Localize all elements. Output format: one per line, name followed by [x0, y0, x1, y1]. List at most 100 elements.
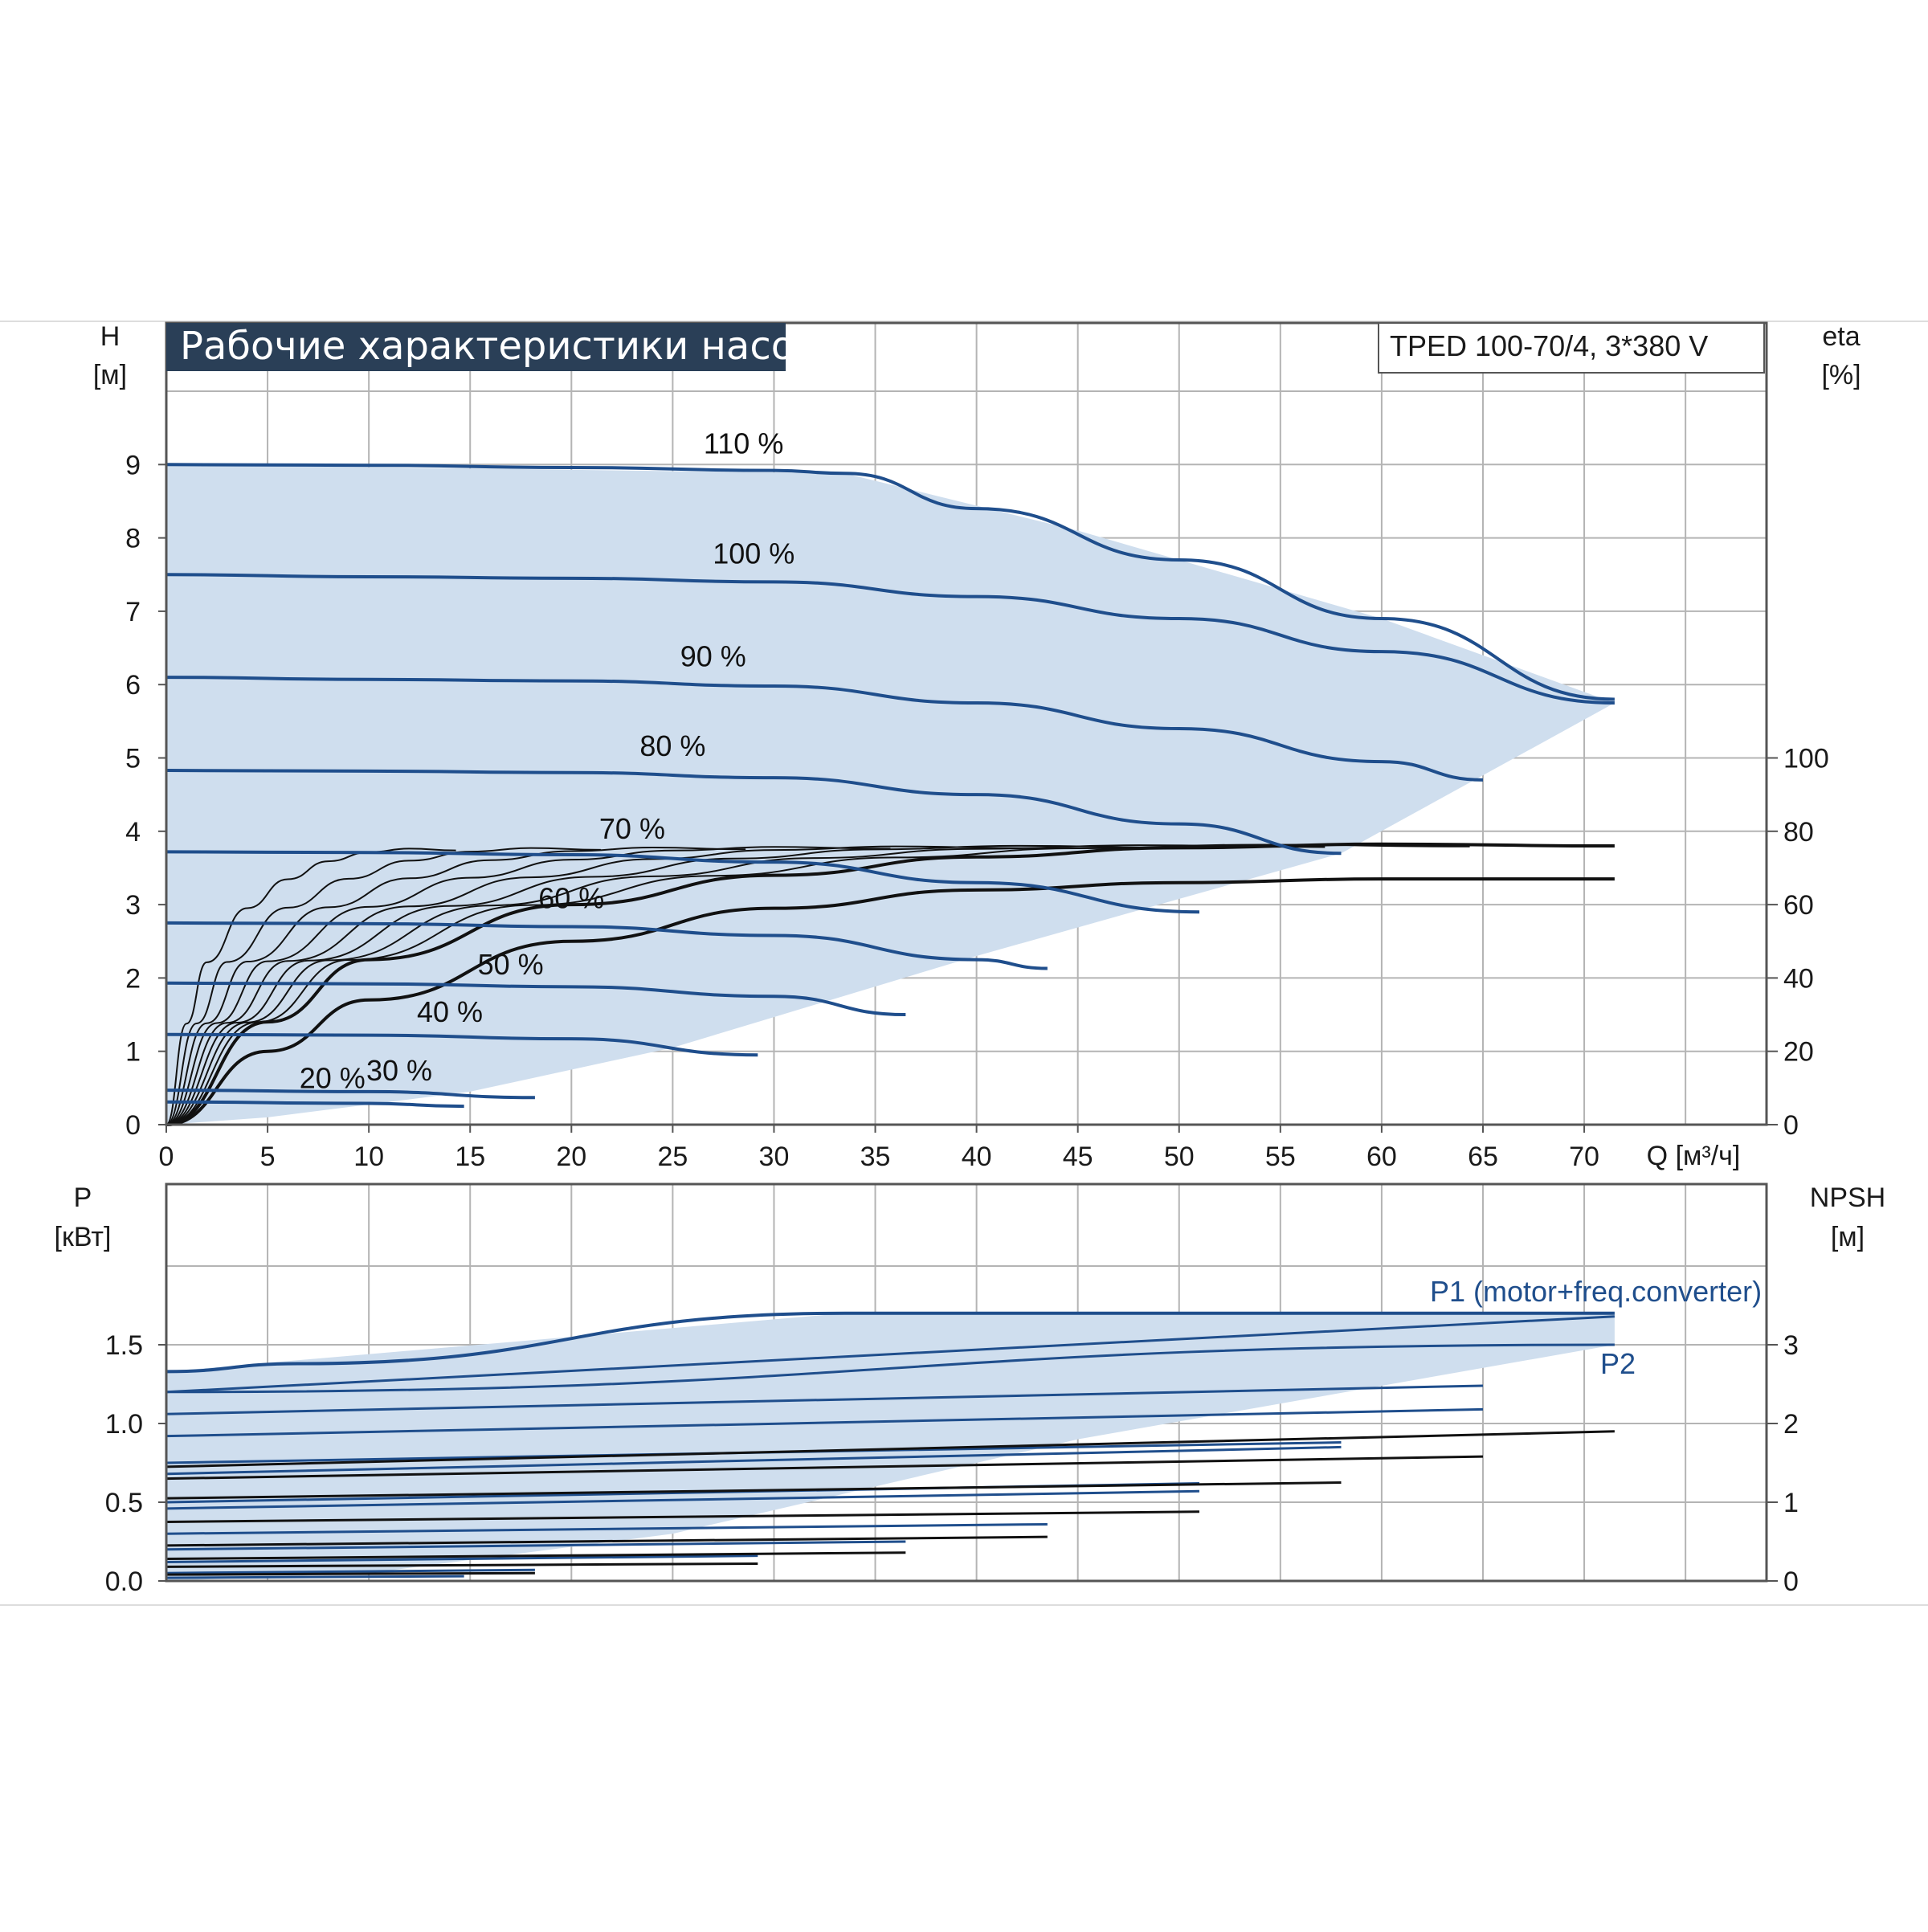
y2-axis-unit: [%]	[1821, 360, 1861, 390]
npsh-curve	[165, 1535, 1048, 1547]
head-curve-label: 40 %	[417, 995, 483, 1028]
power-curve	[165, 1315, 1615, 1394]
p1-curve	[165, 1311, 1615, 1374]
head-curve	[165, 1032, 758, 1057]
chart-title: Рабочие характеристики насоса	[180, 324, 839, 369]
x-axis-title: Q [м³/ч]	[1647, 1141, 1741, 1171]
efficiency-curve-reduced	[165, 845, 1035, 1125]
power-plot-frame	[165, 1182, 1768, 1583]
efficiency-curve-reduced	[165, 844, 1326, 1125]
head-plot: 110 %100 %90 %80 %70 %60 %50 %40 %30 %20…	[93, 321, 1861, 1172]
y2-tick-label: 80	[1783, 817, 1814, 848]
head-curve-label: 110 %	[704, 427, 783, 460]
p2-curve	[165, 1343, 1615, 1394]
npsh-curve	[165, 1481, 1342, 1500]
npsh-curve	[165, 1551, 906, 1561]
efficiency-curve-reduced	[165, 848, 456, 1125]
y-tick-label: 1	[125, 1037, 141, 1068]
efficiency-curve-reduced	[165, 843, 1470, 1125]
head-envelope-area	[166, 464, 1615, 1125]
model-box	[1378, 322, 1765, 374]
power-envelope-area	[166, 1313, 1615, 1581]
npsh-curve	[165, 1430, 1615, 1468]
y-tick-label: 8	[125, 524, 141, 554]
x-tick-label: 55	[1265, 1142, 1296, 1172]
x-tick-label: 40	[962, 1142, 992, 1172]
head-plot-frame	[165, 321, 1768, 1126]
head-envelope	[166, 464, 1615, 1125]
head-curve	[165, 850, 1199, 914]
power-curve	[165, 1575, 464, 1579]
npsh-tick-label: 3	[1783, 1330, 1799, 1361]
y2-tick-label: 100	[1783, 744, 1829, 774]
power-axis-title: P	[74, 1182, 92, 1213]
y-tick-label: 6	[125, 670, 141, 701]
y2-tick-label: 20	[1783, 1037, 1814, 1068]
x-tick-label: 35	[860, 1142, 891, 1172]
model-label: TPED 100-70/4, 3*380 V	[1390, 329, 1708, 362]
y-tick-label: 0	[125, 1110, 141, 1141]
head-curve-label: 60 %	[538, 882, 604, 915]
efficiency-curve-reduced	[165, 844, 1181, 1125]
efficiency-curve-reduced	[165, 846, 891, 1125]
head-curve	[165, 1089, 535, 1100]
head-curve	[165, 769, 1342, 856]
x-tick-label: 30	[759, 1142, 790, 1172]
x-tick-label: 5	[260, 1142, 276, 1172]
npsh-tick-label: 2	[1783, 1409, 1799, 1440]
head-curve	[165, 981, 906, 1017]
head-curve-label: 50 %	[478, 948, 544, 981]
y-tick-label: 2	[125, 963, 141, 994]
power-curve	[165, 1568, 535, 1575]
head-curve	[165, 463, 1615, 701]
head-curve	[165, 573, 1615, 705]
power-curve	[165, 1522, 1048, 1535]
title-box	[166, 323, 786, 371]
npsh-curve	[165, 1455, 1484, 1481]
power-envelope	[166, 1313, 1615, 1581]
power-tick-label: 1.0	[105, 1409, 143, 1440]
head-curve-label: 70 %	[599, 812, 665, 845]
power-tick-labels: 0.0 0.5 1.0 1.5 0 1 2 3	[105, 1330, 1799, 1597]
npsh-tick-label: 0	[1783, 1566, 1799, 1597]
y-tick-label: 3	[125, 890, 141, 921]
power-curve	[165, 1554, 758, 1563]
x-tick-label: 50	[1164, 1142, 1195, 1172]
head-curve	[165, 1100, 464, 1109]
head-tick-labels: 0 5 10 15 20 25 30 35 40 45 50 55 60 65 70012345678902…	[125, 450, 1829, 1172]
power-curve	[165, 1384, 1484, 1415]
power-tick-label: 0.0	[105, 1566, 143, 1597]
head-curve-label: 80 %	[639, 729, 705, 762]
power-curves	[165, 1311, 1615, 1579]
npsh-curve	[165, 1510, 1199, 1523]
x-tick-label: 45	[1063, 1142, 1093, 1172]
head-curve-label: 20 %	[300, 1061, 366, 1094]
head-curve	[165, 921, 1048, 970]
npsh-curve	[165, 1562, 758, 1568]
x-tick-label: 65	[1468, 1142, 1498, 1172]
y-axis-unit: [м]	[93, 360, 127, 390]
x-tick-label: 60	[1366, 1142, 1397, 1172]
y-tick-label: 9	[125, 450, 141, 480]
x-tick-label: 10	[353, 1142, 384, 1172]
npsh-curve	[165, 1571, 535, 1576]
y-tick-label: 7	[125, 597, 141, 627]
p2-label: P2	[1600, 1347, 1636, 1380]
x-tick-label: 20	[556, 1142, 586, 1172]
efficiency-curve-reduced	[165, 847, 601, 1125]
x-tick-label: 25	[657, 1142, 688, 1172]
head-curve	[165, 676, 1483, 782]
head-curve-label: 30 %	[366, 1054, 432, 1087]
power-curve	[165, 1445, 1342, 1476]
x-tick-label: 70	[1569, 1142, 1599, 1172]
head-curve-label: 90 %	[680, 639, 746, 672]
efficiency-curve-reduced	[165, 846, 746, 1125]
p1-label: P1 (motor+freq.converter)	[1430, 1275, 1762, 1308]
head-curve-label: 100 %	[713, 537, 794, 570]
y2-tick-label: 40	[1783, 963, 1814, 994]
power-plot: 0.0 0.5 1.0 1.5 0 1 2 3 P [кВт] NPSH [м] P1 (mo…	[55, 1182, 1886, 1597]
npsh-tick-label: 1	[1783, 1488, 1799, 1518]
y-axis-title: H	[100, 321, 120, 352]
